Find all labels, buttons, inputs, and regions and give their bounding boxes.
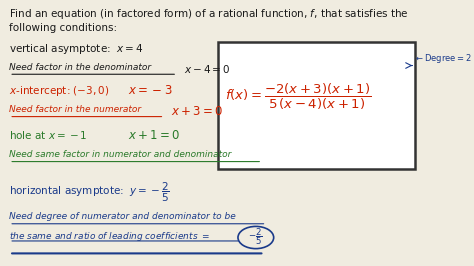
Text: $\leftarrow$Degree$=2$: $\leftarrow$Degree$=2$ bbox=[414, 52, 472, 65]
Text: $-\dfrac{2}{5}$: $-\dfrac{2}{5}$ bbox=[248, 226, 263, 247]
Text: $x=-3$: $x=-3$ bbox=[128, 84, 173, 97]
Text: Need factor in the numerator: Need factor in the numerator bbox=[9, 105, 141, 114]
Text: $f(x) = \dfrac{-2(x+3)(x+1)}{5\,(x-4)(x+1)}$: $f(x) = \dfrac{-2(x+3)(x+1)}{5\,(x-4)(x+… bbox=[225, 82, 372, 112]
Text: Need same factor in numerator and denominator: Need same factor in numerator and denomi… bbox=[9, 150, 232, 159]
Text: following conditions:: following conditions: bbox=[9, 23, 118, 33]
Text: Need factor in the denominator: Need factor in the denominator bbox=[9, 63, 151, 72]
Text: vertical asymptote:  $x = 4$: vertical asymptote: $x = 4$ bbox=[9, 42, 144, 56]
Text: Need degree of numerator and denominator to be: Need degree of numerator and denominator… bbox=[9, 212, 236, 221]
Text: the same and ratio of leading coefficients $=$: the same and ratio of leading coefficien… bbox=[9, 230, 210, 243]
Text: $x+1=0$: $x+1=0$ bbox=[128, 129, 181, 142]
Text: $x+3=0$: $x+3=0$ bbox=[171, 105, 223, 118]
Text: horizontal asymptote:  $y = -\dfrac{2}{5}$: horizontal asymptote: $y = -\dfrac{2}{5}… bbox=[9, 181, 170, 204]
Text: $x$-intercept: $(-3,0)$: $x$-intercept: $(-3,0)$ bbox=[9, 84, 109, 98]
Text: Find an equation (in factored form) of a rational function, $f$, that satisfies : Find an equation (in factored form) of a… bbox=[9, 7, 409, 21]
FancyBboxPatch shape bbox=[218, 42, 415, 169]
Text: $x-4=0$: $x-4=0$ bbox=[183, 63, 230, 75]
Text: hole at $x = -1$: hole at $x = -1$ bbox=[9, 129, 88, 141]
